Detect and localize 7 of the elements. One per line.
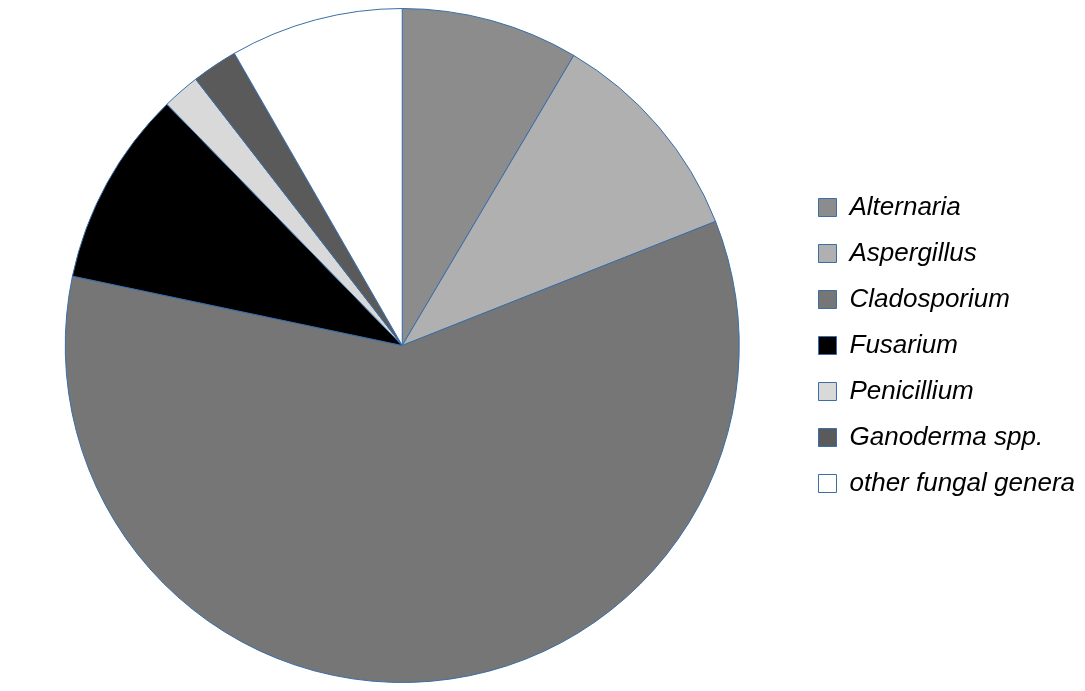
legend-label: Cladosporium (849, 282, 1010, 313)
legend-label: Ganoderma spp. (849, 420, 1044, 451)
legend-label: Aspergillus (847, 236, 977, 267)
legend-label: Penicillium (849, 374, 974, 405)
legend-label: Alternaria (847, 190, 961, 221)
legend-label: Fusarium (849, 328, 958, 359)
legend-label: other fungal genera (849, 466, 1076, 497)
